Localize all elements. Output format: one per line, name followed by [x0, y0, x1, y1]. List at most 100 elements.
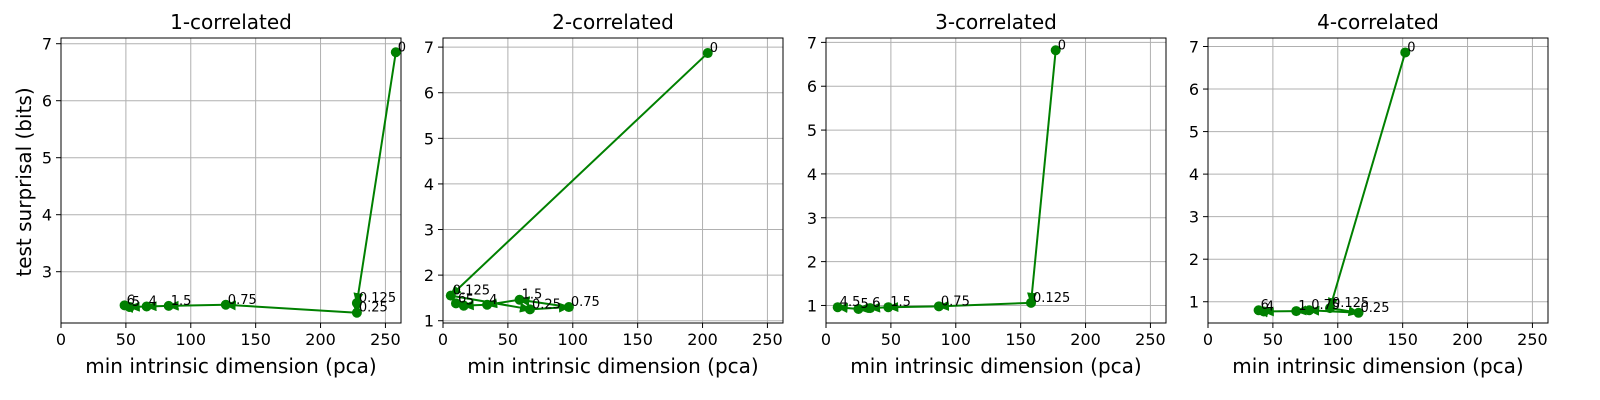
- x-tick-label: 200: [305, 330, 336, 349]
- data-point: [1291, 306, 1302, 317]
- y-tick-label: 2: [424, 266, 434, 285]
- data-point: [1304, 305, 1315, 316]
- x-tick-label: 100: [1322, 330, 1353, 349]
- y-tick-label: 5: [42, 149, 52, 168]
- data-point-label: 0.125: [359, 291, 396, 306]
- panel-title: 3-correlated: [935, 10, 1057, 34]
- data-point-label: 1.5: [890, 295, 911, 310]
- x-tick-label: 250: [1517, 330, 1548, 349]
- x-tick-label: 250: [1135, 330, 1166, 349]
- data-point-label: 0.25: [359, 301, 388, 316]
- data-point: [865, 303, 876, 314]
- data-point: [1050, 45, 1061, 56]
- y-tick-label: 7: [807, 33, 817, 52]
- x-tick-label: 0: [438, 330, 448, 349]
- y-tick-label: 2: [807, 253, 817, 272]
- data-point: [1026, 297, 1037, 308]
- data-point: [1353, 307, 1364, 318]
- y-tick-label: 2: [1189, 250, 1199, 269]
- data-point-label: 4: [1266, 300, 1274, 315]
- panel-title: 2-correlated: [552, 10, 674, 34]
- x-tick-label: 250: [370, 330, 401, 349]
- x-tick-label: 50: [881, 330, 901, 349]
- x-tick-label: 200: [1070, 330, 1101, 349]
- data-point-label: 6: [458, 291, 466, 306]
- data-point: [482, 299, 493, 310]
- y-tick-label: 1: [1189, 293, 1199, 312]
- x-tick-label: 150: [240, 330, 271, 349]
- data-point: [853, 303, 864, 314]
- data-point: [514, 294, 525, 305]
- y-tick-label: 1: [424, 312, 434, 331]
- y-tick-label: 1: [807, 296, 817, 315]
- x-tick-label: 150: [1387, 330, 1418, 349]
- y-tick-label: 5: [424, 129, 434, 148]
- y-tick-label: 3: [807, 209, 817, 228]
- x-tick-label: 200: [687, 330, 718, 349]
- y-tick-label: 5: [807, 121, 817, 140]
- panel-title: 1-correlated: [170, 10, 292, 34]
- x-tick-label: 0: [821, 330, 831, 349]
- plot-frame: [60, 37, 402, 324]
- x-tick-label: 50: [1263, 330, 1283, 349]
- data-point-label: 6: [872, 296, 880, 311]
- series-segment: [353, 52, 397, 306]
- data-point: [563, 302, 574, 313]
- y-tick-label: 6: [807, 77, 817, 96]
- data-point-label: 1.5: [522, 288, 543, 303]
- data-point-label: 4.5: [840, 295, 861, 310]
- x-tick-label: 100: [940, 330, 971, 349]
- x-axis-label: min intrinsic dimension (pca): [1232, 354, 1523, 378]
- data-point: [141, 301, 152, 312]
- data-point-label: 0: [398, 40, 406, 55]
- data-point-label: 0.75: [228, 293, 257, 308]
- data-point-label: 0.75: [571, 295, 600, 310]
- data-point: [883, 302, 894, 313]
- series-segment: [936, 300, 1032, 311]
- x-tick-label: 50: [116, 330, 136, 349]
- data-point-label: 4: [149, 294, 157, 309]
- x-tick-label: 250: [752, 330, 783, 349]
- series-segment: [166, 300, 226, 311]
- series-segment: [517, 296, 570, 309]
- data-point: [220, 299, 231, 310]
- series-segment: [1328, 52, 1407, 311]
- data-point-label: 0.75: [1311, 298, 1340, 313]
- data-point-label: 1: [1298, 299, 1306, 314]
- series-segment: [886, 302, 939, 313]
- y-tick-label: 6: [1189, 80, 1199, 99]
- data-point: [1400, 47, 1411, 58]
- x-axis-label: min intrinsic dimension (pca): [850, 354, 1141, 378]
- data-point-label: 5: [466, 294, 474, 309]
- data-point: [351, 307, 362, 318]
- data-point-label: 1.5: [171, 294, 192, 309]
- data-point-label: 5: [860, 297, 868, 312]
- data-point-label: 0: [710, 41, 718, 56]
- y-tick-label: 3: [424, 221, 434, 240]
- y-tick-label: 3: [1189, 208, 1199, 227]
- y-tick-label: 7: [424, 38, 434, 57]
- x-tick-label: 150: [1005, 330, 1036, 349]
- data-point-label: 0.125: [1332, 296, 1369, 311]
- y-tick-label: 6: [424, 84, 434, 103]
- data-point: [450, 298, 461, 309]
- x-tick-label: 0: [1203, 330, 1213, 349]
- y-tick-label: 7: [1189, 38, 1199, 57]
- chart-panel-4: 4-correlated 0 50 100 150 200 250 1 2 3 4 5 6 7 min in…: [1189, 10, 1549, 378]
- data-point-label: 0: [1058, 38, 1066, 53]
- plot-frame: [442, 37, 784, 324]
- data-point: [933, 301, 944, 312]
- data-point-label: 5: [132, 295, 140, 310]
- x-tick-label: 200: [1452, 330, 1483, 349]
- x-axis-label: min intrinsic dimension (pca): [467, 354, 758, 378]
- x-tick-label: 0: [56, 330, 66, 349]
- data-point-label: 6: [127, 293, 135, 308]
- series-segment: [1027, 50, 1057, 305]
- data-point-label: 0.75: [941, 294, 970, 309]
- y-tick-label: 4: [1189, 165, 1199, 184]
- y-tick-label: 4: [807, 165, 817, 184]
- plot-frame: [825, 37, 1167, 324]
